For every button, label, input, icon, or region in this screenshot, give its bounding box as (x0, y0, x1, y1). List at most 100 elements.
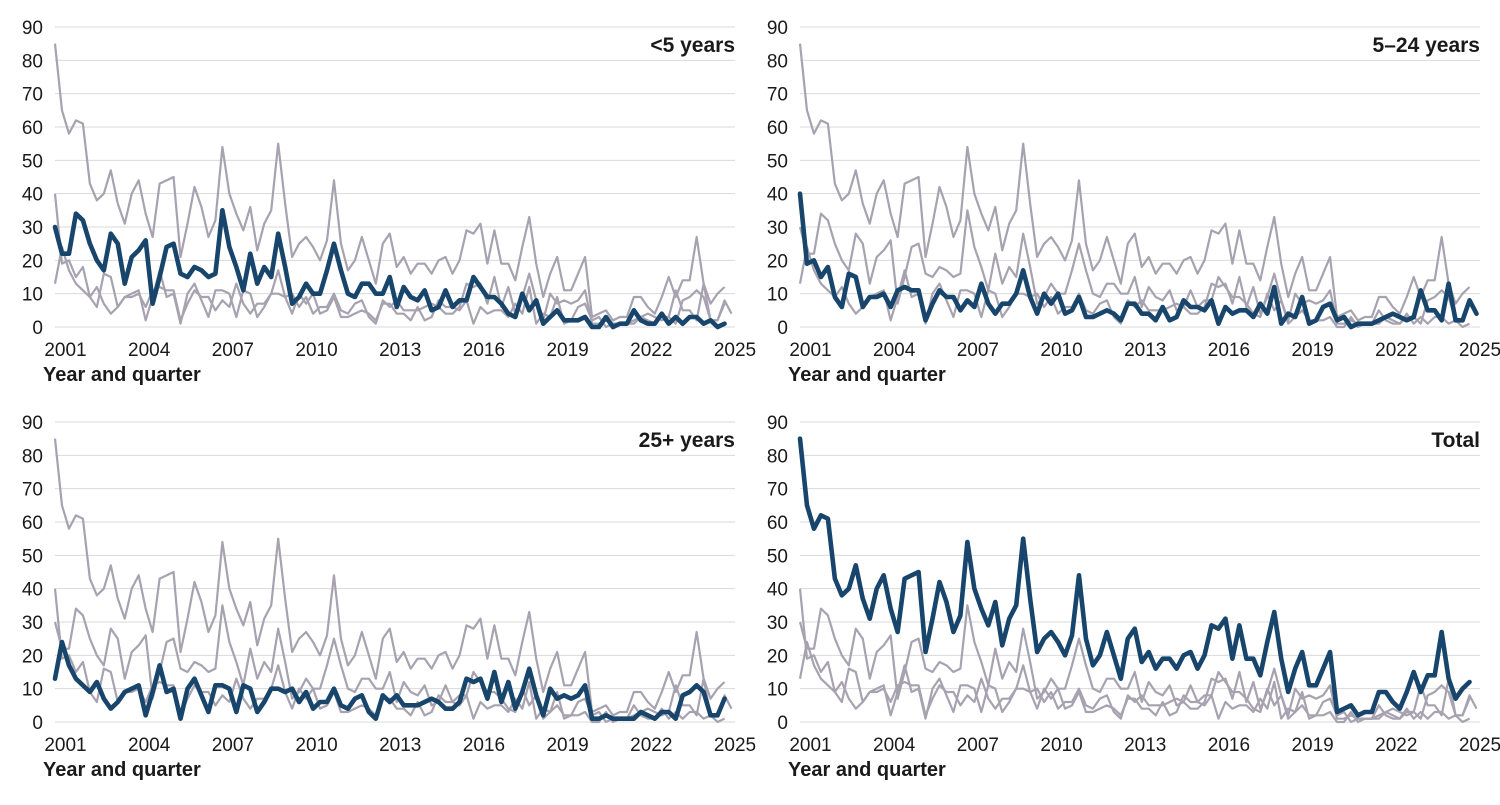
y-tick-label: 70 (767, 480, 788, 501)
x-tick-label: 2013 (1124, 340, 1166, 361)
y-tick-label: 0 (32, 318, 43, 339)
y-tick-label: 90 (22, 18, 43, 39)
x-tick-label: 2016 (463, 735, 505, 756)
x-tick-label: 2001 (789, 735, 831, 756)
y-tick-label: 70 (22, 85, 43, 106)
series-line-total (798, 43, 1471, 322)
x-tick-label: 2007 (212, 340, 254, 361)
x-tick-label: 2019 (1291, 735, 1333, 756)
y-tick-label: 50 (22, 151, 43, 172)
x-tick-label: 2013 (379, 735, 421, 756)
y-tick-label: 10 (767, 680, 788, 701)
y-tick-label: 80 (22, 446, 43, 467)
series-line-under-5-years (798, 604, 1471, 724)
y-tick-label: 90 (767, 413, 788, 434)
x-tick-label: 2016 (1208, 735, 1250, 756)
x-tick-label: 2004 (128, 340, 171, 361)
panel-under-5-years: 0 10 20 30 40 50 60 70 80 90 2001 2004 2007 2010 2013 2… (22, 18, 756, 386)
y-tick-label: 0 (777, 713, 788, 734)
x-tick-label: 2025 (714, 340, 756, 361)
x-axis-label: Year and quarter (43, 364, 201, 386)
y-tick-label: 20 (767, 646, 788, 667)
series-line-25-plus-years (798, 245, 1471, 325)
x-tick-label: 2007 (212, 735, 254, 756)
y-tick-label: 90 (767, 18, 788, 39)
x-tick-label: 2022 (1375, 340, 1417, 361)
x-tick-label: 2025 (714, 735, 756, 756)
y-tick-label: 50 (22, 546, 43, 567)
y-tick-label: 60 (767, 513, 788, 534)
panel-25-plus-years: 0 10 20 30 40 50 60 70 80 90 2001 2004 2007 2010 2013 2… (22, 413, 756, 781)
y-tick-label: 80 (767, 446, 788, 467)
x-tick-label: 2025 (1459, 735, 1500, 756)
panel-title: 5–24 years (1373, 34, 1480, 57)
x-tick-label: 2016 (1208, 340, 1250, 361)
y-tick-label: 30 (22, 218, 43, 239)
y-tick-label: 20 (22, 646, 43, 667)
x-tick-label: 2004 (873, 340, 916, 361)
x-axis-label: Year and quarter (788, 364, 946, 386)
y-tick-label: 40 (767, 580, 788, 601)
x-tick-label: 2019 (546, 735, 588, 756)
y-tick-label: 50 (767, 151, 788, 172)
x-tick-label: 2010 (1040, 735, 1082, 756)
y-tick-label: 0 (777, 318, 788, 339)
y-tick-label: 20 (22, 251, 43, 272)
y-tick-label: 90 (22, 413, 43, 434)
series-line-under-5-years (798, 209, 1471, 329)
panel-title: Total (1431, 429, 1480, 452)
y-tick-label: 10 (22, 680, 43, 701)
y-tick-label: 30 (767, 613, 788, 634)
highlight-series-line-under-5-years (52, 208, 727, 330)
x-axis-label: Year and quarter (43, 759, 201, 781)
highlight-series-line-25-plus-years (52, 639, 727, 721)
series-line-total (53, 43, 726, 322)
y-tick-label: 40 (22, 185, 43, 206)
x-tick-label: 2001 (789, 340, 831, 361)
y-tick-label: 40 (767, 185, 788, 206)
panel-title: <5 years (650, 34, 735, 57)
y-tick-label: 80 (22, 51, 43, 72)
x-axis-label: Year and quarter (788, 759, 946, 781)
gridlines (800, 421, 1480, 723)
y-tick-label: 40 (22, 580, 43, 601)
y-tick-label: 70 (767, 85, 788, 106)
x-tick-label: 2019 (1291, 340, 1333, 361)
x-tick-label: 2016 (463, 340, 505, 361)
series-line-under-5-years (53, 604, 726, 724)
x-tick-label: 2010 (1040, 340, 1082, 361)
x-tick-label: 2019 (546, 340, 588, 361)
x-tick-label: 2010 (295, 735, 337, 756)
panel-5-24-years: 0 10 20 30 40 50 60 70 80 90 2001 2004 2007 2010 2013 2… (767, 18, 1500, 386)
x-tick-label: 2022 (1375, 735, 1417, 756)
panel-total: 0 10 20 30 40 50 60 70 80 90 2001 2004 2007 2010 2013 2… (767, 413, 1500, 781)
y-tick-label: 30 (22, 613, 43, 634)
x-tick-label: 2004 (873, 735, 916, 756)
series-line-total (53, 438, 726, 717)
series-line-25-plus-years (798, 640, 1471, 720)
x-tick-label: 2022 (630, 340, 672, 361)
x-tick-label: 2004 (128, 735, 171, 756)
x-tick-label: 2025 (1459, 340, 1500, 361)
y-tick-label: 10 (767, 285, 788, 306)
panel-title: 25+ years (639, 429, 735, 452)
y-tick-label: 60 (767, 118, 788, 139)
gridlines (800, 26, 1480, 328)
x-tick-label: 2010 (295, 340, 337, 361)
x-tick-label: 2007 (957, 735, 999, 756)
highlight-series-line-5-24-years (797, 191, 1479, 330)
y-tick-label: 80 (767, 51, 788, 72)
gridlines (55, 26, 735, 328)
y-tick-label: 30 (767, 218, 788, 239)
x-tick-label: 2001 (44, 340, 86, 361)
y-tick-label: 60 (22, 513, 43, 534)
y-tick-label: 60 (22, 118, 43, 139)
x-tick-label: 2022 (630, 735, 672, 756)
y-tick-label: 0 (32, 713, 43, 734)
y-tick-label: 50 (767, 546, 788, 567)
y-tick-label: 20 (767, 251, 788, 272)
highlight-series-line-total (797, 436, 1472, 718)
x-tick-label: 2013 (379, 340, 421, 361)
x-tick-label: 2001 (44, 735, 86, 756)
